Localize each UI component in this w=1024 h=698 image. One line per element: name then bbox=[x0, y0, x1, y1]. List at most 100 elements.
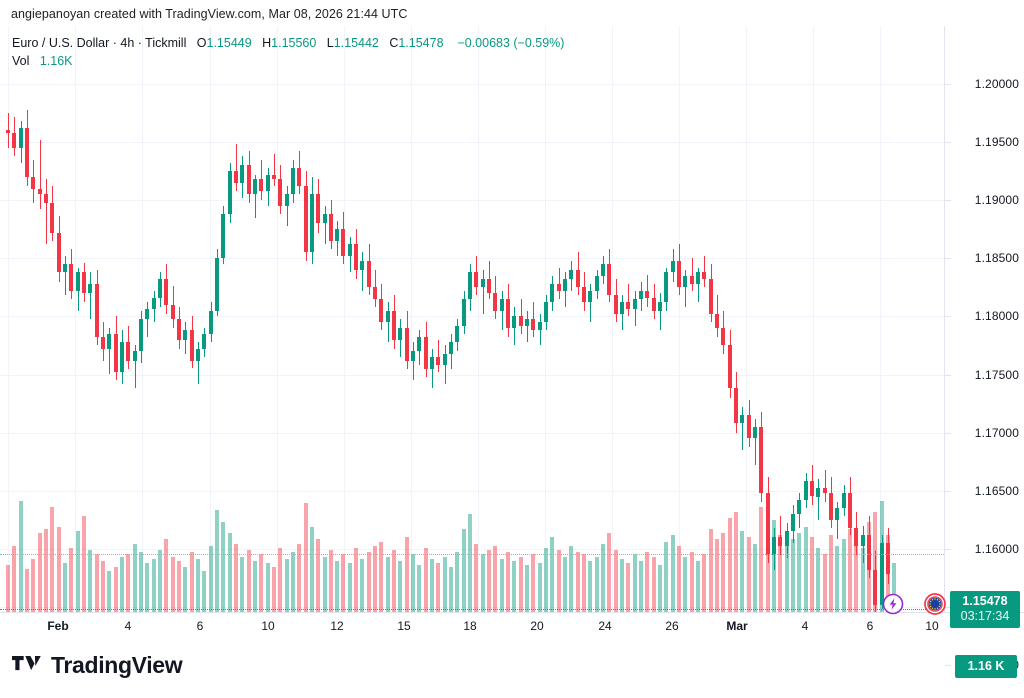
candle-body bbox=[170, 304, 175, 319]
volume-bar bbox=[56, 526, 61, 612]
volume-bar bbox=[550, 537, 555, 612]
horizontal-gridline bbox=[0, 606, 944, 608]
chart-legend: Euro / U.S. Dollar · 4h · Tickmill O1.15… bbox=[12, 34, 564, 70]
volume-bar bbox=[455, 552, 460, 612]
candle-body bbox=[259, 179, 264, 191]
candle-body bbox=[544, 302, 549, 323]
volume-bar bbox=[214, 509, 219, 612]
candle-body bbox=[474, 272, 479, 288]
price-tick-dash bbox=[945, 665, 951, 666]
volume-bar bbox=[379, 541, 384, 612]
volume-bar bbox=[512, 560, 517, 612]
time-tick-label: 12 bbox=[330, 619, 344, 633]
candle-body bbox=[613, 295, 618, 315]
candle-wick bbox=[704, 255, 705, 288]
candle-body bbox=[873, 569, 878, 605]
candle-body bbox=[537, 322, 542, 331]
legend-change: −0.00683 (−0.59%) bbox=[457, 36, 565, 50]
volume-bar bbox=[518, 556, 523, 612]
candle-wick bbox=[432, 348, 433, 389]
volume-bar bbox=[290, 552, 295, 612]
volume-bar bbox=[316, 539, 321, 612]
candle-body bbox=[347, 244, 352, 256]
price-tick-label: 1.18000 bbox=[974, 309, 1019, 324]
volume-bar bbox=[31, 558, 36, 612]
eu-flag-icon[interactable] bbox=[924, 593, 946, 620]
vertical-gridline bbox=[411, 26, 412, 612]
candle-body bbox=[233, 171, 238, 183]
vertical-gridline bbox=[478, 26, 479, 612]
candle-body bbox=[797, 499, 802, 514]
candle-wick bbox=[780, 516, 781, 555]
volume-bar bbox=[809, 537, 814, 612]
price-tick-label: 1.17000 bbox=[974, 425, 1019, 440]
candle-wick bbox=[413, 341, 414, 381]
price-tick-dash bbox=[945, 490, 951, 492]
time-tick-label: 26 bbox=[665, 619, 679, 633]
volume-bar bbox=[138, 552, 143, 612]
price-scale[interactable]: 1.20000 1.19500 1.19000 1.18500 1.18000 1.175… bbox=[944, 26, 1024, 678]
candle-body bbox=[512, 316, 517, 328]
current-price-value: 1.15478 bbox=[962, 594, 1008, 609]
candle-body bbox=[151, 297, 156, 310]
candle-body bbox=[860, 534, 865, 547]
volume-bar bbox=[835, 545, 840, 612]
candle-body bbox=[714, 314, 719, 328]
volume-bar bbox=[252, 560, 257, 612]
candle-body bbox=[208, 310, 213, 334]
horizontal-gridline bbox=[0, 490, 944, 492]
chart-plot-area[interactable] bbox=[0, 26, 944, 612]
candle-body bbox=[847, 493, 852, 528]
time-tick-label: 10 bbox=[925, 619, 939, 633]
volume-bar bbox=[727, 518, 732, 612]
candle-body bbox=[94, 283, 99, 338]
candle-body bbox=[284, 194, 289, 206]
legend-volume-value: 1.16 bbox=[39, 54, 65, 68]
volume-bar bbox=[702, 554, 707, 612]
candle-body bbox=[107, 333, 112, 349]
volume-bar bbox=[347, 562, 352, 612]
time-scale[interactable]: Feb 4 6 10 12 15 18 20 24 26 Mar 4 6 10 bbox=[0, 612, 1024, 639]
price-tick-dash bbox=[945, 432, 951, 434]
volume-bar bbox=[569, 545, 574, 612]
volume-bar bbox=[582, 554, 587, 612]
candle-body bbox=[246, 165, 251, 195]
lightning-bolt-icon[interactable] bbox=[882, 593, 904, 620]
volume-bar bbox=[803, 526, 808, 612]
candle-wick bbox=[483, 269, 484, 315]
volume-bar bbox=[303, 503, 308, 612]
candle-body bbox=[841, 493, 846, 509]
candle-wick bbox=[742, 407, 743, 451]
candle-body bbox=[417, 337, 422, 352]
volume-bar bbox=[544, 548, 549, 612]
candle-body bbox=[550, 283, 555, 303]
candle-body bbox=[335, 229, 340, 241]
volume-bar bbox=[626, 562, 631, 612]
candle-body bbox=[442, 353, 447, 366]
price-tick-dash bbox=[945, 316, 951, 318]
volume-bar bbox=[778, 535, 783, 612]
candle-body bbox=[569, 269, 574, 280]
volume-bar bbox=[12, 545, 17, 612]
volume-bar bbox=[525, 565, 530, 612]
volume-bar bbox=[442, 556, 447, 612]
candle-body bbox=[328, 214, 333, 241]
candle-body bbox=[468, 272, 473, 299]
time-tick-label: 15 bbox=[397, 619, 411, 633]
legend-symbol[interactable]: Euro / U.S. Dollar · 4h · Tickmill bbox=[12, 36, 187, 50]
volume-bar bbox=[24, 569, 29, 612]
candle-body bbox=[702, 272, 707, 280]
volume-bar bbox=[499, 558, 504, 612]
current-price-line bbox=[0, 609, 944, 611]
volume-bar bbox=[417, 565, 422, 612]
candle-body bbox=[854, 527, 859, 547]
candle-body bbox=[740, 415, 745, 424]
candle-body bbox=[752, 426, 757, 439]
volume-bar bbox=[195, 558, 200, 612]
candle-body bbox=[563, 279, 568, 291]
volume-bar bbox=[411, 554, 416, 612]
candle-body bbox=[69, 264, 74, 291]
volume-bar bbox=[341, 554, 346, 612]
candle-body bbox=[278, 179, 283, 206]
candle-body bbox=[252, 179, 257, 195]
